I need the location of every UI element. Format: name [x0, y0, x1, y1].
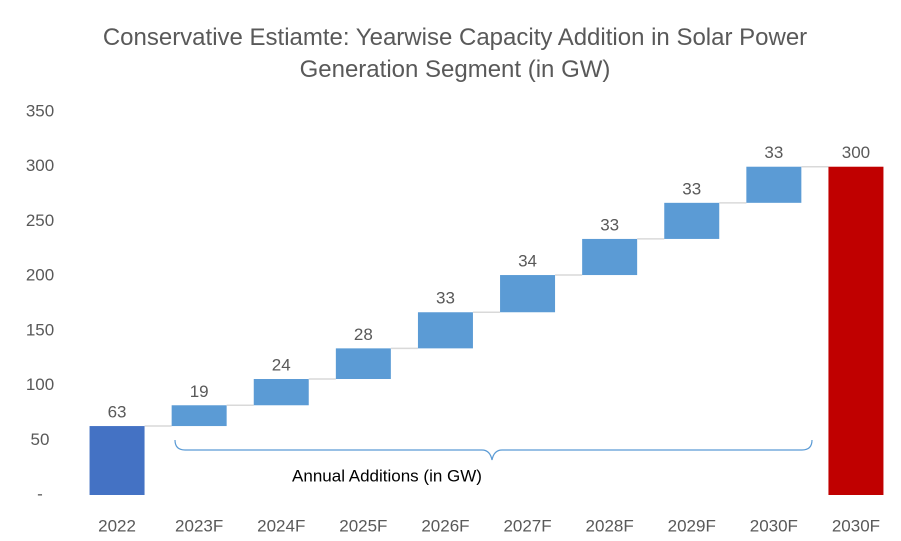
x-tick-label: 2022: [98, 516, 136, 535]
y-tick-label: -: [37, 484, 43, 503]
data-label: 300: [842, 143, 870, 162]
bar: [582, 238, 638, 276]
x-tick-label: 2026F: [421, 516, 469, 535]
data-label: 19: [190, 382, 209, 401]
x-tick-label: 2023F: [175, 516, 223, 535]
data-label: 24: [272, 355, 291, 374]
data-label: 63: [108, 403, 127, 422]
y-tick-label: 300: [26, 156, 54, 175]
bar: [417, 312, 473, 349]
annotation: Annual Additions (in GW): [292, 466, 482, 485]
bar: [828, 166, 884, 495]
y-tick-label: 200: [26, 266, 54, 285]
bar: [335, 348, 391, 380]
x-tick-label: 2027F: [503, 516, 551, 535]
x-tick-label: 2025F: [339, 516, 387, 535]
x-tick-label: 2030F: [832, 516, 880, 535]
x-tick-label: 2028F: [586, 516, 634, 535]
brace: [174, 439, 813, 461]
bar: [500, 275, 556, 313]
y-tick-label: 250: [26, 211, 54, 230]
y-tick-label: 100: [26, 375, 54, 394]
x-tick-label: 2029F: [668, 516, 716, 535]
bar: [664, 202, 720, 239]
chart-title: Conservative Estiamte: Yearwise Capacity…: [102, 24, 808, 83]
data-label: 28: [354, 325, 373, 344]
bar: [746, 166, 802, 203]
data-label: 33: [600, 215, 619, 234]
y-tick-label: 50: [31, 430, 50, 449]
bar: [253, 379, 309, 406]
x-tick-label: 2030F: [750, 516, 798, 535]
y-tick-label: 350: [26, 101, 54, 120]
y-tick-label: 150: [26, 320, 54, 339]
x-tick-label: 2024F: [257, 516, 305, 535]
data-label: 33: [436, 289, 455, 308]
data-label: 33: [682, 179, 701, 198]
bar: [89, 426, 145, 495]
data-label: 34: [518, 252, 537, 271]
data-label: 33: [764, 143, 783, 162]
bar: [171, 405, 227, 427]
